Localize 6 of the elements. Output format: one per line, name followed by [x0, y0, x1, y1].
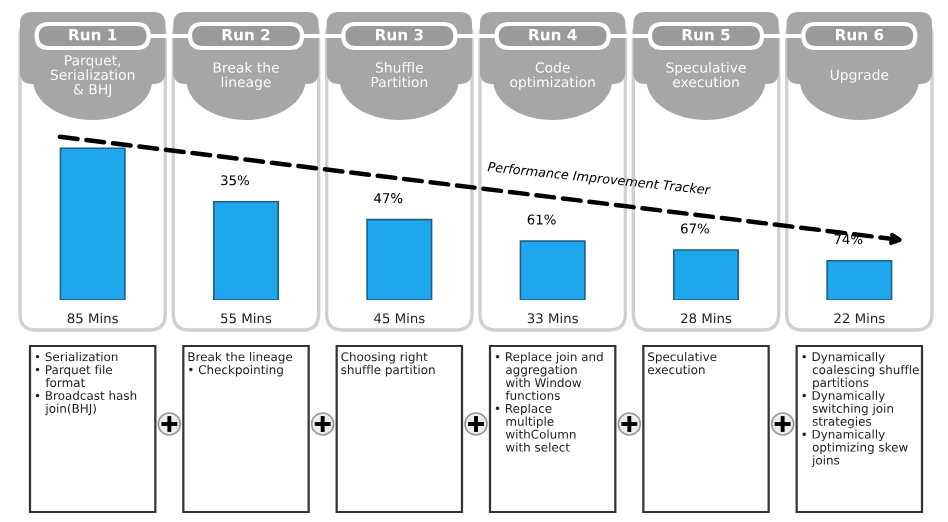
- bar: [366, 218, 433, 300]
- bar: [59, 147, 126, 300]
- bar: [672, 249, 740, 300]
- bar: [212, 200, 280, 300]
- bar: [826, 259, 893, 300]
- bar: [519, 240, 586, 300]
